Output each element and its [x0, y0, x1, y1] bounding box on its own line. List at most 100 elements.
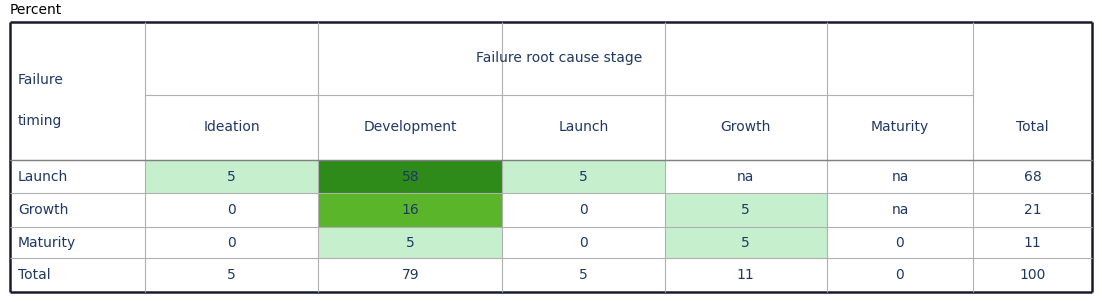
Text: 5: 5: [579, 268, 587, 282]
Text: 79: 79: [401, 268, 419, 282]
Bar: [318, 258, 503, 292]
Text: 11: 11: [737, 268, 755, 282]
Bar: [503, 22, 665, 95]
Bar: [145, 22, 318, 95]
Bar: [145, 194, 318, 227]
Text: 5: 5: [579, 170, 587, 184]
Bar: [503, 258, 665, 292]
Bar: [503, 95, 665, 160]
Bar: [503, 160, 665, 194]
Bar: [826, 258, 973, 292]
Bar: [826, 160, 973, 194]
Bar: [318, 95, 503, 160]
Text: 0: 0: [579, 236, 587, 250]
Text: 0: 0: [227, 236, 236, 250]
Text: 5: 5: [742, 236, 750, 250]
Bar: [973, 160, 1092, 194]
Bar: [665, 258, 826, 292]
Bar: [145, 227, 318, 258]
Bar: [10, 160, 145, 194]
Text: 0: 0: [896, 236, 905, 250]
Bar: [145, 194, 318, 227]
Text: Total: Total: [18, 268, 51, 282]
Text: Percent: Percent: [10, 3, 62, 17]
Bar: [503, 258, 665, 292]
Bar: [826, 194, 973, 227]
Bar: [973, 95, 1092, 160]
Bar: [318, 160, 503, 194]
Text: Growth: Growth: [721, 120, 771, 134]
Bar: [145, 258, 318, 292]
Text: 5: 5: [227, 268, 236, 282]
Bar: [826, 194, 973, 227]
Text: 0: 0: [896, 268, 905, 282]
Text: Failure root cause stage: Failure root cause stage: [476, 51, 642, 66]
Bar: [145, 227, 318, 258]
Text: 5: 5: [742, 203, 750, 217]
Bar: [318, 227, 503, 258]
Bar: [503, 194, 665, 227]
Bar: [973, 194, 1092, 227]
Text: Growth: Growth: [18, 203, 68, 217]
Text: 5: 5: [227, 170, 236, 184]
Bar: [503, 227, 665, 258]
Text: 5: 5: [406, 236, 414, 250]
Bar: [665, 160, 826, 194]
Bar: [318, 194, 503, 227]
Bar: [665, 227, 826, 258]
Bar: [10, 95, 145, 160]
Bar: [665, 95, 826, 160]
Bar: [826, 227, 973, 258]
Bar: [318, 160, 503, 194]
Bar: [10, 258, 145, 292]
Bar: [665, 227, 826, 258]
Bar: [973, 227, 1092, 258]
Text: Total: Total: [1016, 120, 1049, 134]
Text: na: na: [892, 170, 909, 184]
Text: 68: 68: [1024, 170, 1041, 184]
Text: Maturity: Maturity: [871, 120, 929, 134]
Text: 58: 58: [401, 170, 419, 184]
Text: 0: 0: [227, 203, 236, 217]
Text: timing: timing: [18, 114, 63, 128]
Text: Failure: Failure: [18, 73, 64, 87]
Bar: [826, 22, 973, 95]
Bar: [973, 160, 1092, 194]
Bar: [973, 194, 1092, 227]
Bar: [145, 258, 318, 292]
Text: 21: 21: [1024, 203, 1041, 217]
Bar: [10, 22, 145, 95]
Bar: [973, 227, 1092, 258]
Bar: [318, 258, 503, 292]
Text: na: na: [737, 170, 755, 184]
Text: Launch: Launch: [18, 170, 68, 184]
Bar: [826, 258, 973, 292]
Text: Ideation: Ideation: [204, 120, 260, 134]
Text: na: na: [892, 203, 909, 217]
Text: 11: 11: [1024, 236, 1041, 250]
Bar: [503, 194, 665, 227]
Text: Launch: Launch: [559, 120, 608, 134]
Bar: [665, 194, 826, 227]
Bar: [826, 227, 973, 258]
Bar: [503, 227, 665, 258]
Bar: [145, 160, 318, 194]
Text: Maturity: Maturity: [18, 236, 76, 250]
Bar: [318, 194, 503, 227]
Bar: [10, 227, 145, 258]
Bar: [826, 95, 973, 160]
Bar: [973, 258, 1092, 292]
Bar: [318, 22, 503, 95]
Bar: [665, 160, 826, 194]
Text: 16: 16: [401, 203, 419, 217]
Bar: [145, 95, 318, 160]
Text: Development: Development: [364, 120, 457, 134]
Bar: [973, 258, 1092, 292]
Text: 0: 0: [579, 203, 587, 217]
Bar: [10, 194, 145, 227]
Bar: [826, 160, 973, 194]
Bar: [665, 194, 826, 227]
Bar: [665, 22, 826, 95]
Bar: [318, 227, 503, 258]
Bar: [973, 22, 1092, 95]
